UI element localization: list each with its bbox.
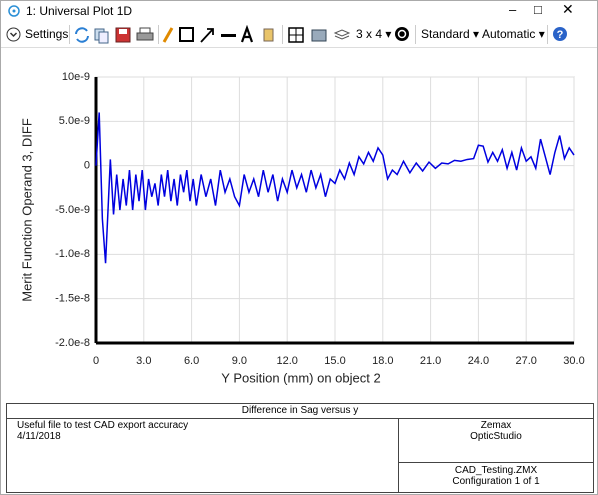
x-tick-label: 6.0 (184, 355, 199, 367)
footer: Difference in Sag versus y Useful file t… (6, 403, 594, 493)
y-tick-label: 0 (84, 160, 90, 172)
style-label: Standard (421, 27, 470, 41)
arrow[interactable] (200, 28, 214, 43)
svg-text:?: ? (557, 29, 564, 41)
footer-title: Difference in Sag versus y (7, 404, 593, 419)
x-tick-label: 21.0 (420, 355, 441, 367)
lock[interactable] (263, 28, 274, 42)
y-tick-label: 10e-9 (62, 71, 90, 83)
y-tick-label: 5.0e-9 (59, 115, 90, 127)
file-name: CAD_Testing.ZMX (454, 465, 538, 476)
refresh[interactable] (75, 27, 89, 43)
divider (398, 462, 593, 463)
x-tick-label: 18.0 (372, 355, 393, 367)
pencil[interactable] (162, 27, 174, 43)
separator (69, 25, 70, 44)
title-bar: 1: Universal Plot 1D – □ ✕ (1, 1, 597, 21)
separator (158, 25, 159, 44)
text-tool[interactable] (240, 25, 254, 43)
note: 4/11/2018 (17, 431, 61, 442)
settings-chevron[interactable] (6, 27, 21, 42)
data-line (95, 112, 575, 264)
separator (282, 25, 283, 44)
rectangle[interactable] (179, 27, 194, 42)
chart: Y Position (mm) on object 2 Merit Functi… (19, 71, 584, 386)
y-tick-label: -1.0e-8 (55, 248, 90, 260)
maximize[interactable]: □ (534, 2, 542, 17)
x-tick-label: 12.0 (276, 355, 297, 367)
x-tick-label: 15.0 (324, 355, 345, 367)
note: Useful file to test CAD export accuracy (17, 420, 189, 431)
separator (415, 25, 416, 44)
close[interactable]: ✕ (562, 1, 574, 17)
app-icon (8, 5, 20, 17)
y-tick-label: -5.0e-9 (55, 204, 90, 216)
scale-dropdown[interactable]: Automatic ▾ (482, 27, 545, 41)
minimize[interactable]: – (509, 2, 517, 17)
divider (398, 418, 399, 492)
auto-update[interactable] (394, 26, 410, 42)
toolbar: Settings 3 x 4 ▾ Standard ▾ Automatic ▾ … (1, 22, 597, 48)
y-axis-label: Merit Function Operand 3, DIFF (19, 118, 34, 302)
settings-button[interactable]: Settings (25, 27, 69, 41)
y-tick-label: -1.5e-8 (55, 293, 90, 305)
layout-button[interactable]: 3 x 4 ▾ (356, 27, 392, 41)
layout-label: 3 x 4 (356, 27, 383, 41)
product: OpticStudio (470, 431, 522, 442)
x-tick-label: 24.0 (468, 355, 489, 367)
company: Zemax (480, 420, 512, 431)
window-title: 1: Universal Plot 1D (26, 4, 133, 18)
line[interactable] (221, 34, 236, 37)
x-tick-label: 30.0 (563, 355, 584, 367)
file-tools (75, 27, 154, 44)
x-tick-label: 9.0 (232, 355, 247, 367)
view-tools (288, 27, 351, 43)
separator (547, 25, 548, 44)
layers[interactable] (333, 29, 351, 40)
scale-label: Automatic (482, 27, 536, 41)
help[interactable]: ? (552, 26, 568, 42)
style-dropdown[interactable]: Standard ▾ (421, 27, 480, 41)
x-axis-label: Y Position (mm) on object 2 (221, 370, 380, 385)
x-tick-label: 3.0 (136, 355, 151, 367)
y-tick-label: -2.0e-8 (55, 337, 90, 349)
configuration: Configuration 1 of 1 (452, 476, 540, 487)
window-tool[interactable] (311, 29, 327, 42)
x-tick-label: 0 (93, 355, 99, 367)
annotation-tools (162, 25, 274, 43)
x-tick-label: 27.0 (515, 355, 536, 367)
